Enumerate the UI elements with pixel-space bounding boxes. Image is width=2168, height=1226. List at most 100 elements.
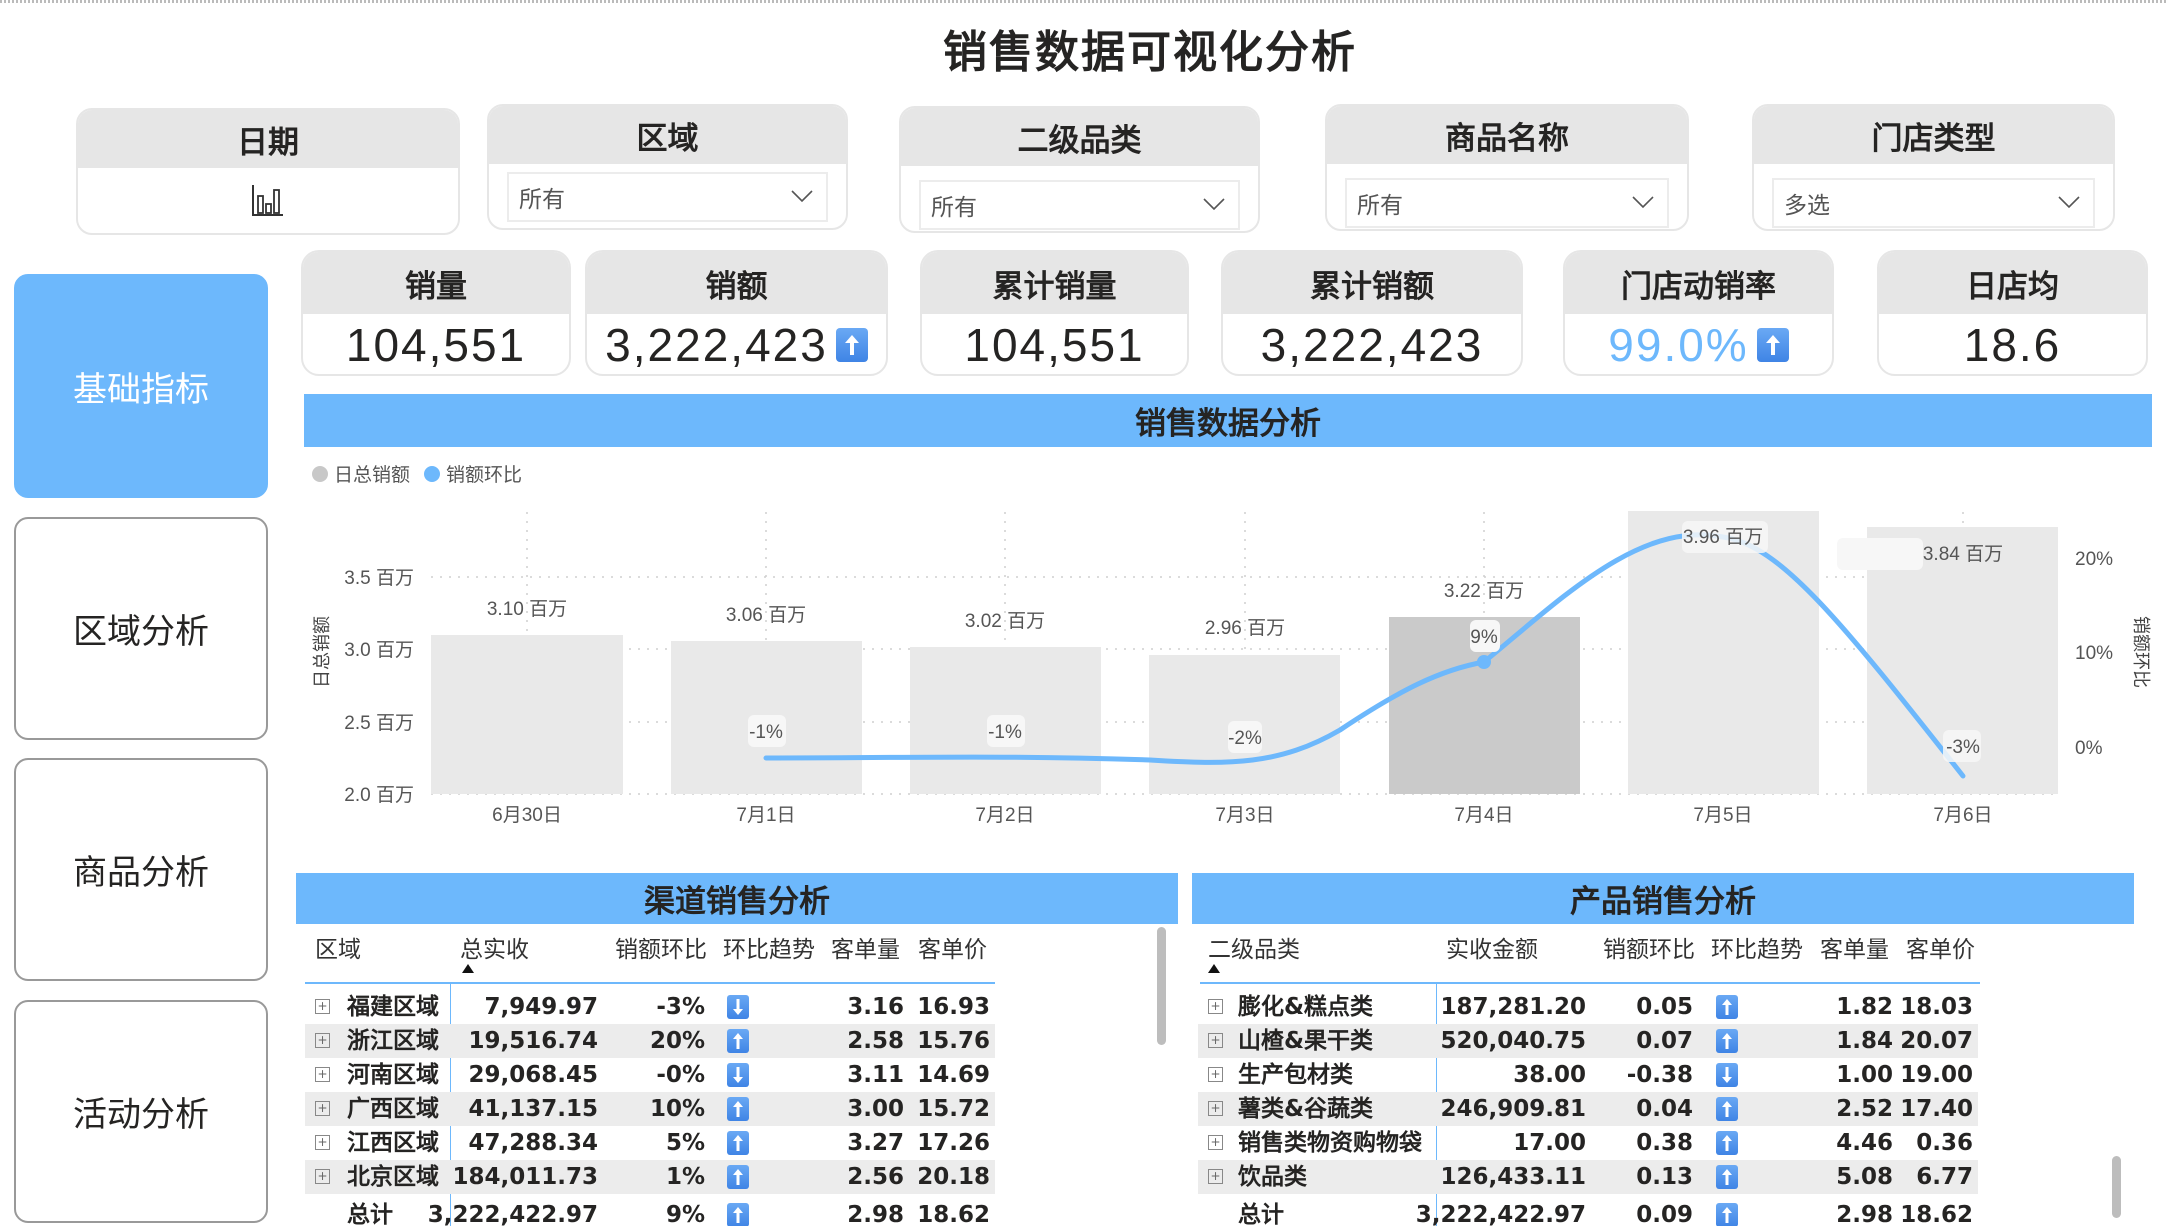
slicer-store-type[interactable]: 门店类型 多选	[1752, 104, 2115, 231]
table-row[interactable]: + 生产包材类 38.00 -0.38 1.00 19.00	[1198, 1058, 1978, 1092]
cell-mom: 0.13	[1636, 1164, 1693, 1190]
cell-qty: 2.98	[1836, 1202, 1893, 1226]
expand-plus-icon[interactable]: +	[1208, 1101, 1223, 1116]
expand-plus-icon[interactable]: +	[315, 1101, 330, 1116]
cell-mom: -3%	[656, 994, 705, 1020]
cell-qty: 3.00	[847, 1096, 904, 1122]
table-row[interactable]: + 浙江区域 19,516.74 20% 2.58 15.76	[305, 1024, 995, 1058]
arrow-down-icon	[727, 1063, 749, 1087]
nav-region-analysis[interactable]: 区域分析	[14, 517, 268, 740]
expand-plus-icon[interactable]: +	[315, 1067, 330, 1082]
table-total-row[interactable]: 总计 3,222,422.97 9% 2.98 18.62	[305, 1198, 995, 1226]
cell-mom: -0%	[656, 1062, 705, 1088]
cell-mom: 9%	[665, 1202, 705, 1226]
cell-name: 浙江区域	[347, 1028, 439, 1054]
slicer-product-name-title: 商品名称	[1327, 106, 1687, 164]
cell-name: 江西区域	[347, 1130, 439, 1156]
product-name-dropdown[interactable]: 所有	[1345, 178, 1669, 228]
table-total-row[interactable]: 总计 3,222,422.97 0.09 2.98 18.62	[1198, 1198, 1978, 1226]
cell-qty: 3.16	[847, 994, 904, 1020]
expand-plus-icon[interactable]: +	[315, 1033, 330, 1048]
table-row[interactable]: + 薯类&谷蔬类 246,909.81 0.04 2.52 17.40	[1198, 1092, 1978, 1126]
col-header-amount[interactable]: 实收金额	[1446, 937, 1538, 963]
store-type-dropdown[interactable]: 多选	[1772, 178, 2095, 228]
col-header-region[interactable]: 区域	[315, 937, 361, 963]
svg-text:3.84 百万: 3.84 百万	[1923, 544, 2003, 565]
expand-plus-icon[interactable]: +	[1208, 1135, 1223, 1150]
kpi-value: 18.6	[1879, 314, 2146, 374]
svg-text:日总销额: 日总销额	[312, 616, 332, 688]
kpi-label: 门店动销率	[1565, 252, 1832, 314]
col-header-qty[interactable]: 客单量	[831, 937, 900, 963]
kpi-store-sellthrough: 门店动销率 99.0%	[1563, 250, 1834, 376]
svg-text:-1%: -1%	[988, 722, 1022, 743]
col-header-total[interactable]: 总实收	[460, 937, 529, 963]
table-row[interactable]: + 江西区域 47,288.34 5% 3.27 17.26	[305, 1126, 995, 1160]
cell-mom: 10%	[649, 1096, 705, 1122]
col-header-qty[interactable]: 客单量	[1820, 937, 1889, 963]
col-header-mom[interactable]: 销额环比	[1603, 937, 1695, 963]
expand-plus-icon[interactable]: +	[1208, 999, 1223, 1014]
expand-plus-icon[interactable]: +	[315, 1135, 330, 1150]
table-row[interactable]: + 山楂&果干类 520,040.75 0.07 1.84 20.07	[1198, 1024, 1978, 1058]
expand-plus-icon[interactable]: +	[315, 1169, 330, 1184]
expand-plus-icon[interactable]: +	[1208, 1067, 1223, 1082]
kpi-value-text: 3,222,423	[605, 319, 828, 371]
cell-total: 126,433.11	[1440, 1164, 1586, 1190]
kpi-value-text: 3,222,423	[1260, 319, 1484, 371]
cell-price: 15.72	[917, 1096, 990, 1122]
cell-price: 15.76	[917, 1028, 990, 1054]
slicer-date[interactable]: 日期	[76, 108, 460, 235]
product-table-scrollbar[interactable]	[2112, 1156, 2121, 1218]
expand-plus-icon[interactable]: +	[315, 999, 330, 1014]
col-header-trend[interactable]: 环比趋势	[1711, 937, 1803, 963]
slicer-category[interactable]: 二级品类 所有	[899, 106, 1260, 233]
sales-combo-chart[interactable]: 3.10 百万 3.06 百万 3.02 百万 2.96 百万 3.22 百万 …	[300, 500, 2168, 840]
col-header-price[interactable]: 客单价	[918, 937, 987, 963]
table-row[interactable]: + 福建区域 7,949.97 -3% 3.16 16.93	[305, 990, 995, 1024]
table-row[interactable]: + 销售类物资购物袋 17.00 0.38 4.46 0.36	[1198, 1126, 1978, 1160]
arrow-down-icon	[727, 995, 749, 1019]
col-header-category[interactable]: 二级品类	[1208, 937, 1300, 963]
table-row[interactable]: + 广西区域 41,137.15 10% 3.00 15.72	[305, 1092, 995, 1126]
cell-price: 18.62	[917, 1202, 990, 1226]
nav-activity-analysis[interactable]: 活动分析	[14, 1000, 268, 1223]
cell-total: 184,011.73	[452, 1164, 598, 1190]
slicer-region[interactable]: 区域 所有	[487, 104, 848, 230]
region-dropdown[interactable]: 所有	[507, 172, 828, 222]
nav-product-analysis[interactable]: 商品分析	[14, 758, 268, 981]
expand-plus-icon[interactable]: +	[1208, 1033, 1223, 1048]
channel-table-scrollbar[interactable]	[1157, 927, 1166, 1045]
table-row[interactable]: + 膨化&糕点类 187,281.20 0.05 1.82 18.03	[1198, 990, 1978, 1024]
chevron-down-icon	[1632, 196, 1654, 209]
arrow-up-icon	[1756, 328, 1789, 362]
col-header-trend[interactable]: 环比趋势	[723, 937, 815, 963]
svg-text:-1%: -1%	[749, 722, 783, 743]
svg-text:-3%: -3%	[1946, 737, 1980, 758]
bar-chart-icon[interactable]	[250, 182, 286, 222]
kpi-sales-volume: 销量 104,551	[301, 250, 571, 376]
sort-asc-icon	[1208, 964, 1220, 973]
col-header-price[interactable]: 客单价	[1906, 937, 1975, 963]
svg-text:3.10 百万: 3.10 百万	[487, 599, 567, 620]
cell-total: 3,222,422.97	[427, 1202, 598, 1226]
channel-table-header: 渠道销售分析	[296, 873, 1178, 924]
kpi-value: 99.0%	[1565, 314, 1832, 374]
table-row[interactable]: + 饮品类 126,433.11 0.13 5.08 6.77	[1198, 1160, 1978, 1194]
table-row[interactable]: + 北京区域 184,011.73 1% 2.56 20.18	[305, 1160, 995, 1194]
legend-label-mom: 销额环比	[446, 464, 523, 486]
kpi-label: 销额	[587, 252, 886, 314]
cell-total: 17.00	[1513, 1130, 1586, 1156]
cell-price: 18.62	[1900, 1202, 1973, 1226]
chart-legend[interactable]: 日总销额 销额环比	[312, 460, 522, 487]
arrow-up-icon	[727, 1097, 749, 1121]
col-header-mom[interactable]: 销额环比	[615, 937, 707, 963]
cell-qty: 3.27	[847, 1130, 904, 1156]
category-dropdown[interactable]: 所有	[919, 180, 1240, 230]
slicer-product-name[interactable]: 商品名称 所有	[1325, 104, 1689, 231]
nav-basic-metrics[interactable]: 基础指标	[14, 274, 268, 498]
table-row[interactable]: + 河南区域 29,068.45 -0% 3.11 14.69	[305, 1058, 995, 1092]
expand-plus-icon[interactable]: +	[1208, 1169, 1223, 1184]
cell-total: 19,516.74	[468, 1028, 599, 1054]
cell-total: 3,222,422.97	[1415, 1202, 1586, 1226]
